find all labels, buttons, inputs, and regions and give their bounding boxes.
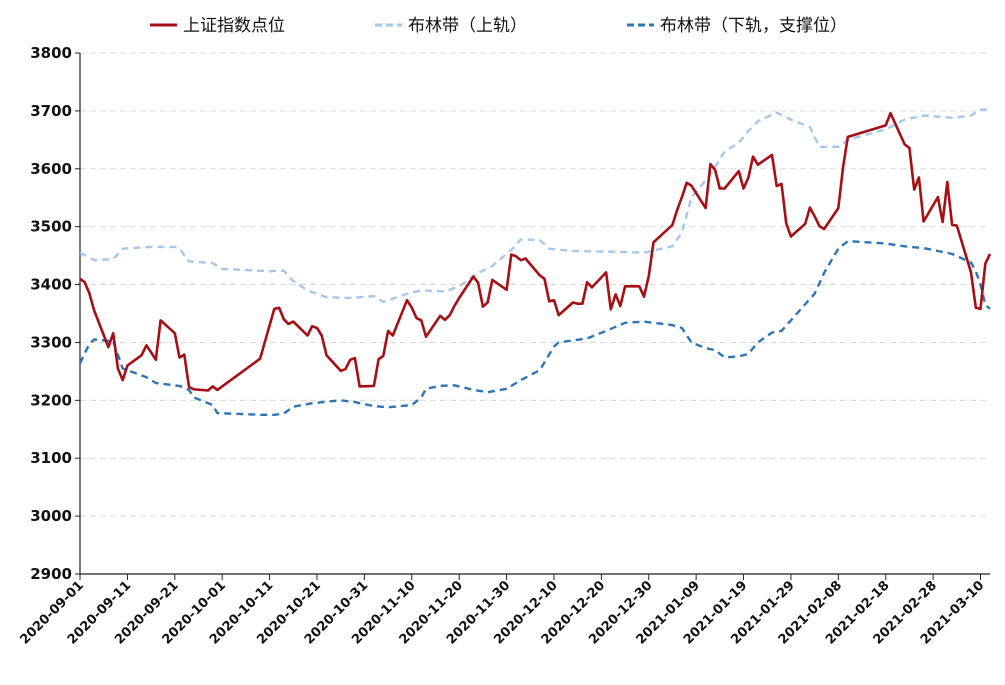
series-lines	[78, 108, 992, 416]
series-line-index	[79, 111, 992, 392]
y-tick-label: 3300	[30, 333, 72, 351]
gridlines	[80, 52, 990, 517]
series-line-upper-band	[79, 108, 990, 304]
legend-label: 布林带（上轨）	[408, 16, 527, 36]
y-tick-label: 2900	[30, 565, 72, 583]
legend-label: 上证指数点位	[183, 16, 285, 36]
y-tick-label: 3200	[30, 391, 72, 409]
axes	[75, 52, 990, 580]
y-tick-labels: 2900 3000 3100 3200 3300 3400 3500 3600 3700 3800	[30, 44, 72, 583]
y-tick-label: 3700	[30, 102, 72, 120]
y-tick-label: 3100	[30, 449, 72, 467]
y-tick-label: 3600	[30, 160, 72, 178]
y-tick-label: 3800	[30, 44, 72, 62]
legend: 上证指数点位 布林带（上轨） 布林带（下轨，支撑位）	[150, 16, 847, 36]
series-line-lower-band	[78, 239, 991, 416]
y-tick-label: 3400	[30, 276, 72, 294]
x-tick-labels: 2020-09-012020-09-112020-09-212020-10-01…	[17, 578, 987, 647]
y-tick-label: 3500	[30, 218, 72, 236]
y-tick-label: 3000	[30, 507, 72, 525]
legend-label: 布林带（下轨，支撑位）	[660, 16, 847, 36]
